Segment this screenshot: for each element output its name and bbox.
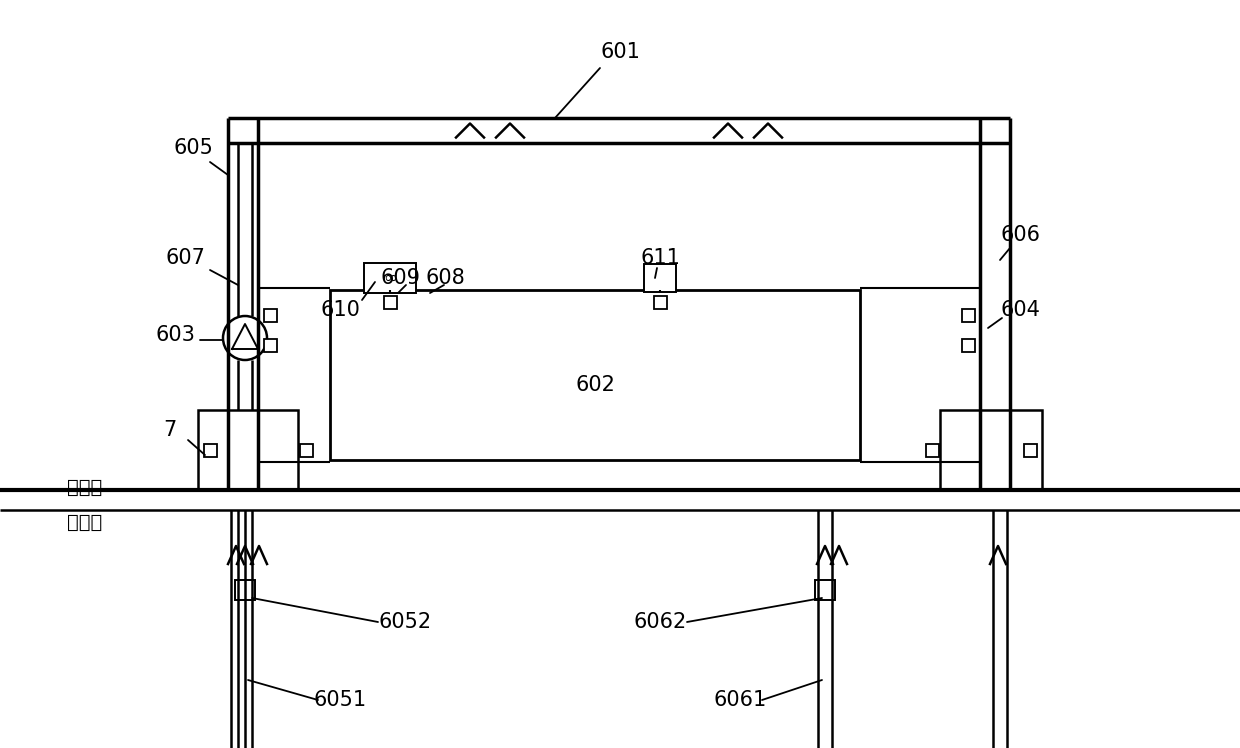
Bar bbox=[198, 410, 298, 490]
Bar bbox=[925, 444, 939, 456]
Text: 602: 602 bbox=[575, 375, 615, 395]
Text: 地面上: 地面上 bbox=[67, 477, 103, 497]
Bar bbox=[263, 308, 277, 322]
Text: 6061: 6061 bbox=[713, 690, 766, 710]
Text: 6052: 6052 bbox=[378, 612, 432, 632]
Text: 606: 606 bbox=[999, 225, 1040, 245]
Text: 604: 604 bbox=[1001, 300, 1040, 320]
Bar bbox=[263, 339, 277, 352]
Bar bbox=[330, 290, 861, 460]
Bar bbox=[236, 580, 255, 600]
Text: ∞: ∞ bbox=[383, 269, 397, 287]
Text: 7: 7 bbox=[164, 420, 176, 440]
Bar bbox=[383, 295, 397, 308]
Bar bbox=[1023, 444, 1037, 456]
Bar bbox=[940, 410, 1042, 490]
Text: 601: 601 bbox=[600, 42, 640, 62]
Text: 610: 610 bbox=[320, 300, 360, 320]
Text: 605: 605 bbox=[174, 138, 213, 158]
Text: 6051: 6051 bbox=[314, 690, 367, 710]
Bar bbox=[365, 263, 415, 293]
Text: 608: 608 bbox=[425, 268, 465, 288]
Bar bbox=[203, 444, 217, 456]
Text: 6062: 6062 bbox=[634, 612, 687, 632]
Bar bbox=[300, 444, 312, 456]
Bar bbox=[815, 580, 835, 600]
Text: 地面下: 地面下 bbox=[67, 512, 103, 532]
Text: 603: 603 bbox=[155, 325, 195, 345]
Bar bbox=[961, 308, 975, 322]
Bar bbox=[644, 264, 676, 292]
Text: 607: 607 bbox=[165, 248, 205, 268]
Text: 611: 611 bbox=[640, 248, 680, 268]
Bar bbox=[653, 295, 667, 308]
Text: 609: 609 bbox=[379, 268, 420, 288]
Bar bbox=[961, 339, 975, 352]
